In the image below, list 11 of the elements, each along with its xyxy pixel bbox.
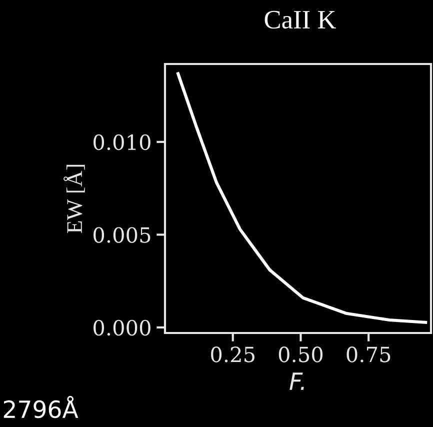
text: 2796Å bbox=[4, 396, 78, 418]
y-tick-label: 0.010 bbox=[94, 134, 150, 150]
chart-title: CaII K bbox=[264, 10, 336, 29]
x-tick-label: 0.50 bbox=[278, 346, 323, 362]
y-tick-label: 0.000 bbox=[94, 320, 150, 336]
y-axis-title: EW [Å] bbox=[64, 164, 85, 234]
y-tick-label: 0.005 bbox=[94, 227, 150, 243]
line-series bbox=[176, 72, 428, 324]
x-tick-label: 0.75 bbox=[346, 346, 390, 362]
x-tick-label: 0.25 bbox=[211, 346, 254, 362]
x-axis-title: F. bbox=[290, 372, 304, 390]
